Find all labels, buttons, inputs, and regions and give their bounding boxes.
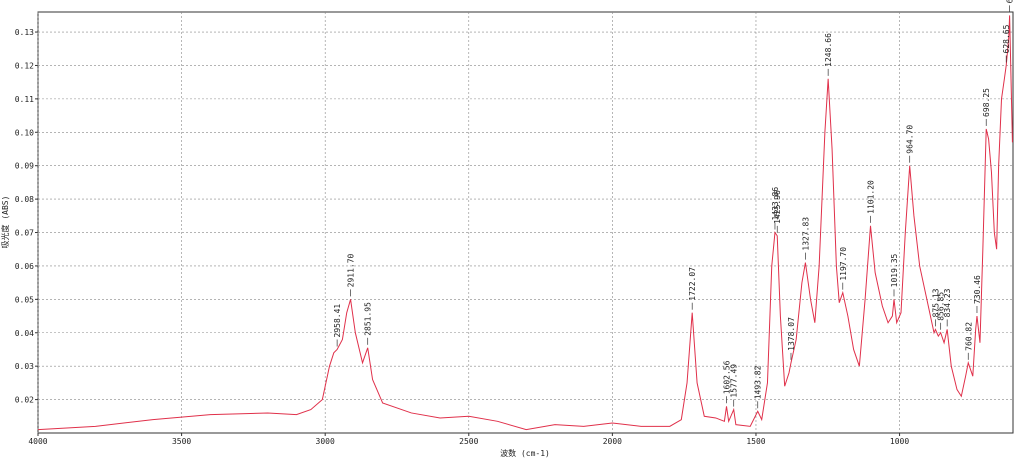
- peak-label: 760.82: [964, 322, 973, 351]
- x-axis-label: 波数 (cm-1): [500, 448, 550, 458]
- spectrum-line: [37, 15, 1013, 431]
- y-tick-label: 0.13: [15, 28, 34, 37]
- peak-label: 834.23: [943, 288, 952, 317]
- x-tick-label: 3000: [316, 437, 335, 446]
- peak-label: 1602.56: [723, 360, 732, 394]
- peak-label: 628.65: [1002, 24, 1011, 53]
- x-tick-label: 2000: [603, 437, 622, 446]
- y-tick-label: 0.12: [15, 61, 34, 70]
- peak-label: 1327.83: [801, 217, 810, 251]
- peak-label: 616.80: [1006, 0, 1015, 3]
- y-tick-label: 0.07: [15, 229, 34, 238]
- peak-label: 1019.35: [890, 253, 899, 287]
- plot-frame: [37, 11, 1014, 434]
- peak-label: 875.13: [931, 288, 940, 317]
- y-tick-label: 0.04: [15, 329, 34, 338]
- x-tick-label: 1500: [746, 437, 765, 446]
- y-tick-label: 0.11: [15, 95, 34, 104]
- peak-label: 2911.70: [347, 253, 356, 287]
- peak-label: 964.70: [906, 125, 915, 154]
- peak-label: 1722.07: [688, 267, 697, 301]
- y-tick-label: 0.10: [15, 128, 34, 137]
- peak-label: 1248.66: [824, 33, 833, 67]
- peak-label: 730.46: [973, 275, 982, 304]
- peak-label: 1101.20: [866, 180, 875, 214]
- peak-label: 1433.86: [771, 187, 780, 221]
- y-tick-label: 0.03: [15, 362, 34, 371]
- peak-label: 1493.82: [754, 365, 763, 399]
- peak-label: 2851.95: [364, 302, 373, 336]
- x-tick-label: 3500: [172, 437, 191, 446]
- y-tick-label: 0.08: [15, 195, 34, 204]
- peak-label: 1378.07: [787, 317, 796, 351]
- peak-label: 1197.70: [839, 247, 848, 281]
- y-tick-label: 0.09: [15, 162, 34, 171]
- y-tick-label: 0.05: [15, 295, 34, 304]
- y-axis-label: 吸光度 (ABS): [0, 196, 10, 249]
- y-tick-label: 0.06: [15, 262, 34, 271]
- peak-label: 856.85: [937, 292, 946, 321]
- x-tick-label: 4000: [28, 437, 47, 446]
- y-tick-label: 0.02: [15, 396, 34, 405]
- x-tick-label: 2500: [459, 437, 478, 446]
- x-tick-label: 1000: [890, 437, 909, 446]
- peak-label: 698.25: [982, 88, 991, 117]
- peak-label: 1425.96: [773, 190, 782, 224]
- peak-label: 1577.49: [730, 364, 739, 398]
- peak-label: 2958.41: [333, 304, 342, 338]
